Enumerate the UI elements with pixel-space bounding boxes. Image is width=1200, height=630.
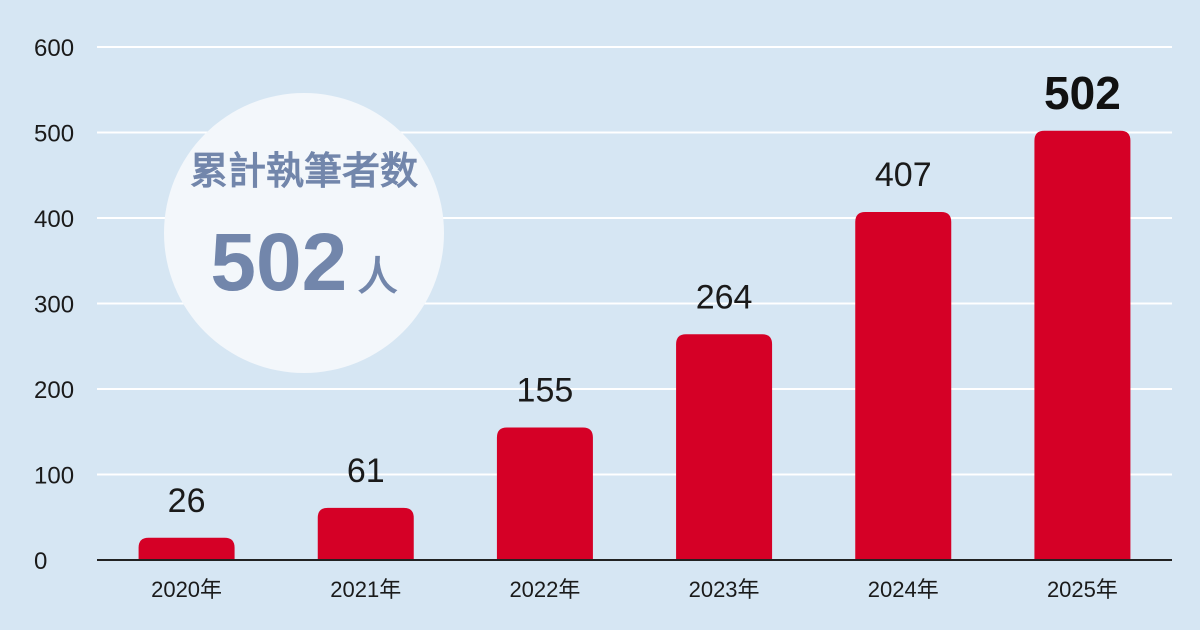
x-tick-label: 2022年	[509, 577, 580, 602]
y-tick-label: 300	[34, 292, 74, 319]
badge-unit: 人	[358, 254, 398, 300]
data-label: 61	[347, 452, 385, 490]
x-tick-label: 2020年	[151, 577, 222, 602]
bar	[138, 537, 235, 560]
y-tick-label: 0	[34, 548, 47, 575]
x-tick-label: 2025年	[1047, 577, 1118, 602]
y-axis-ticks: 0 100 200 300 400 500 600	[34, 35, 74, 575]
data-label: 502	[1044, 67, 1121, 119]
bar	[1034, 130, 1131, 561]
badge-value: 502	[210, 217, 347, 308]
data-label: 264	[696, 278, 753, 316]
x-tick-label: 2021年	[330, 577, 401, 602]
total-badge: 累計執筆者数 502 人	[164, 93, 444, 373]
badge-total: 502 人	[210, 217, 397, 308]
bar	[855, 212, 952, 560]
bar	[317, 507, 414, 560]
badge-title: 累計執筆者数	[190, 149, 418, 193]
x-tick-label: 2023年	[689, 577, 760, 602]
data-labels: 26 61 155 264 407 502	[168, 67, 1121, 520]
bars	[138, 130, 1131, 561]
bar	[496, 427, 593, 560]
y-tick-label: 500	[34, 121, 74, 148]
y-tick-label: 200	[34, 377, 74, 404]
badge-circle	[164, 93, 444, 373]
y-tick-label: 100	[34, 463, 74, 490]
x-axis-ticks: 2020年 2021年 2022年 2023年 2024年 2025年	[151, 577, 1118, 602]
data-label: 407	[875, 156, 932, 194]
bar	[676, 334, 773, 560]
data-label: 155	[517, 371, 574, 409]
y-tick-label: 600	[34, 35, 74, 62]
data-label: 26	[168, 482, 206, 520]
x-tick-label: 2024年	[868, 577, 939, 602]
y-tick-label: 400	[34, 206, 74, 233]
